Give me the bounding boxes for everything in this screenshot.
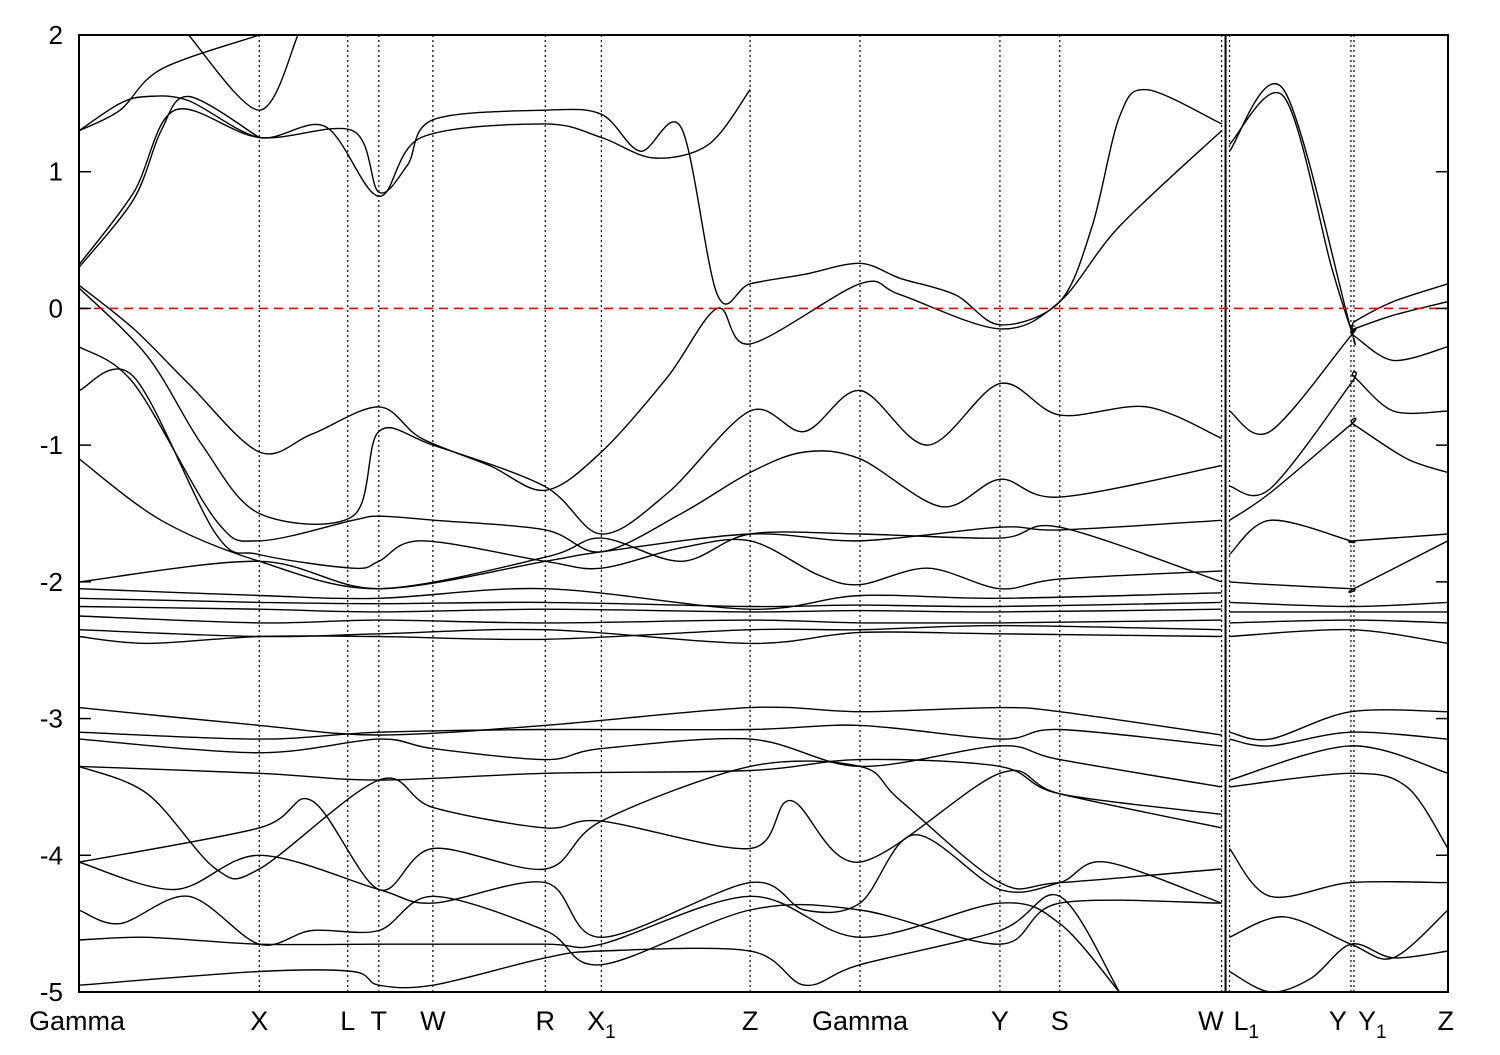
y-tick-label-1: 1 [49,157,63,187]
band-line-17 [79,706,1222,736]
band-line-26 [79,893,1120,992]
y-tick-label-0: 2 [49,20,63,50]
band-line-19 [79,737,1222,788]
y-tick-label-3: -1 [40,430,63,460]
band-line-29 [1229,327,1448,435]
x-tick-label-10: S [1051,1006,1069,1036]
band-line-31 [1229,417,1448,521]
band-line-2 [187,35,299,111]
band-line-11 [79,587,1222,610]
band-line-37 [1229,628,1448,645]
x-tick-label-4: W [420,1006,446,1036]
band-lines [79,35,1448,992]
y-tick-label-7: -5 [40,977,63,1007]
x-tick-label-0: Gamma [29,1006,126,1036]
band-line-0 [79,35,260,132]
band-line-13 [79,605,1222,613]
x-tick-label-1: X [250,1006,268,1036]
plot-frame-group [78,34,1449,993]
band-line-21 [79,765,1222,880]
band-line-10 [79,519,1222,590]
band-line-41 [1229,772,1448,849]
band-line-33 [1229,540,1448,593]
band-line-8 [79,368,1222,590]
band-line-38 [1229,709,1448,741]
x-tick-subscript-12: 1 [1249,1022,1260,1043]
band-line-24 [79,895,1222,966]
y-axis-ticks: 2 1 0 -1 -2 -3 -4 -5 [40,20,1448,1007]
band-line-25 [79,895,1120,992]
band-line-14 [79,615,1222,624]
band-line-23 [79,834,1222,939]
band-line-5 [79,130,1223,492]
x-tick-label-9: Y [991,1006,1009,1036]
x-tick-label-12: L1 [1234,1006,1260,1043]
band-line-30 [1229,371,1448,497]
y-tick-label-5: -3 [40,704,63,734]
y-tick-label-6: -4 [40,840,63,870]
band-line-7 [79,346,1222,553]
x-tick-label-5: R [536,1006,556,1036]
high-symmetry-gridlines [258,35,1355,992]
band-line-16 [79,624,1222,645]
band-line-36 [1229,619,1448,624]
band-line-27 [1228,82,1448,346]
band-line-3 [79,95,260,268]
band-line-32 [1229,519,1448,556]
y-tick-label-2: 0 [49,293,63,323]
x-tick-label-13: Y [1329,1006,1347,1036]
band-line-28 [1228,92,1448,335]
band-line-9 [79,458,1222,590]
band-line-18 [79,724,1222,747]
x-tick-label-7: Z [742,1006,759,1036]
x-tick-label-14: Y1 [1358,1006,1387,1043]
band-line-20 [79,758,1222,815]
x-tick-label-8: Gamma [812,1006,909,1036]
band-line-42 [1228,848,1448,899]
x-tick-label-11: W [1198,1006,1224,1036]
x-axis-ticks: Gamma X L T W R X1 Z Gamma Y S W L1 Y Y1 Z [29,1006,1454,1043]
x-tick-label-3: T [371,1006,388,1036]
band-line-12 [79,597,1222,608]
plot-frame [78,34,1449,993]
y-tick-label-4: -2 [40,567,63,597]
x-tick-subscript-6: 1 [605,1022,616,1043]
band-line-34 [1229,601,1448,608]
band-line-4 [79,88,1222,326]
x-tick-label-15: Z [1438,1006,1455,1036]
band-line-6 [79,287,1222,535]
band-line-22 [79,760,1222,891]
band-line-39 [1229,731,1448,747]
x-tick-label-6: X1 [587,1006,616,1043]
x-tick-subscript-14: 1 [1376,1022,1387,1043]
band-line-44 [1229,943,1448,992]
band-line-40 [1229,745,1448,781]
band-line-1 [79,89,751,198]
x-tick-label-2: L [340,1006,355,1036]
